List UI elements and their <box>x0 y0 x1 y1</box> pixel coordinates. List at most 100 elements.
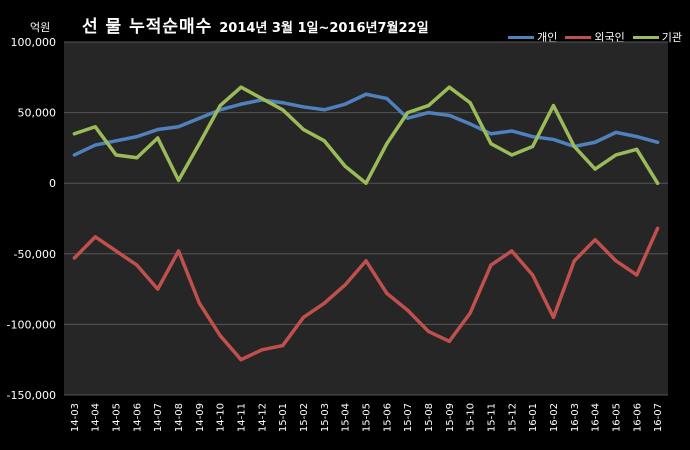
legend-label: 개인 <box>537 31 558 44</box>
data-point <box>364 181 368 185</box>
x-tick-label: 14-03 <box>70 403 81 432</box>
legend-item: 기관 <box>632 29 682 45</box>
x-tick-label: 15-08 <box>424 403 435 432</box>
data-point <box>655 226 660 230</box>
data-point <box>72 153 77 157</box>
data-point <box>239 85 243 89</box>
x-tick-label: 16-06 <box>632 403 643 432</box>
data-point <box>364 259 368 263</box>
data-point <box>176 125 181 129</box>
data-point <box>510 153 514 157</box>
x-tick-label: 16-04 <box>591 403 602 432</box>
x-tick-label: 14-12 <box>257 403 268 432</box>
data-point <box>197 142 201 146</box>
data-point <box>135 263 139 267</box>
y-tick-label: -100,000 <box>7 318 56 331</box>
x-tick-label: 15-09 <box>445 403 456 432</box>
data-point <box>385 96 389 101</box>
legend-swatch <box>565 35 592 39</box>
x-tick-label: 14-09 <box>195 403 206 432</box>
data-point <box>260 348 264 352</box>
x-tick-label: 16-07 <box>653 403 664 432</box>
data-point <box>572 144 576 149</box>
data-point <box>531 135 535 139</box>
data-point <box>406 111 410 115</box>
y-tick-label: 50,000 <box>18 107 57 120</box>
data-point <box>426 111 431 115</box>
data-point <box>406 116 410 120</box>
x-tick-label: 14-08 <box>174 403 185 432</box>
x-tick-label: 16-03 <box>570 403 581 432</box>
data-point <box>468 101 472 105</box>
data-point <box>239 102 243 106</box>
x-tick-label: 15-11 <box>486 403 497 432</box>
chart-title-main: 선 물 누적순매수 <box>82 17 213 37</box>
legend-label: 기관 <box>661 31 682 44</box>
y-tick-label: -150,000 <box>7 389 56 402</box>
data-point <box>301 127 306 132</box>
x-tick-label: 15-02 <box>299 403 310 432</box>
data-point <box>593 238 597 242</box>
data-point <box>447 113 451 118</box>
data-point <box>551 315 556 319</box>
x-tick-label: 16-02 <box>549 403 560 432</box>
legend: 개인 외국인 기관 <box>508 29 682 45</box>
data-point <box>489 263 493 267</box>
x-tick-label: 14-06 <box>132 403 143 432</box>
x-tick-label: 15-12 <box>507 403 518 432</box>
data-point <box>426 103 431 108</box>
data-point <box>385 142 389 146</box>
x-tick-label: 15-07 <box>403 403 414 432</box>
data-point <box>468 122 472 126</box>
data-point <box>281 343 285 348</box>
legend-label: 외국인 <box>594 31 625 44</box>
y-axis-unit: 억원 <box>30 21 51 34</box>
data-point <box>593 167 597 171</box>
data-point <box>281 108 285 112</box>
x-tick-label: 15-03 <box>320 403 331 432</box>
data-point <box>510 249 514 253</box>
data-point <box>635 273 639 277</box>
chart-title: 선 물 누적순매수 2014년 3월 1일~2016년7월22일 <box>82 12 429 37</box>
plot-area <box>64 42 668 395</box>
data-point <box>531 144 535 149</box>
data-point <box>322 301 326 305</box>
data-point <box>343 283 347 287</box>
data-point <box>489 142 493 146</box>
y-tick-label: 0 <box>49 177 56 190</box>
data-point <box>197 301 201 305</box>
data-point <box>176 249 181 253</box>
x-tick-label: 16-01 <box>528 403 539 432</box>
x-tick-label: 14-10 <box>216 403 227 432</box>
data-point <box>468 311 472 315</box>
data-point <box>364 92 368 96</box>
x-tick-label: 16-05 <box>611 403 622 432</box>
data-point <box>114 153 118 157</box>
x-tick-label: 14-11 <box>237 403 248 432</box>
data-point <box>281 101 285 105</box>
data-point <box>322 139 326 143</box>
data-point <box>343 102 347 106</box>
data-point <box>72 256 77 260</box>
data-point <box>635 147 639 151</box>
data-point <box>447 85 451 89</box>
data-point <box>93 143 97 147</box>
data-point <box>406 308 410 312</box>
data-point <box>156 127 160 132</box>
legend-item: 외국인 <box>565 29 625 45</box>
data-point <box>301 105 306 109</box>
data-point <box>655 181 660 185</box>
data-point <box>176 178 181 182</box>
data-point <box>93 235 97 239</box>
data-point <box>135 156 139 160</box>
data-point <box>114 249 118 253</box>
data-point <box>510 129 514 133</box>
x-tick-label: 15-06 <box>382 403 393 432</box>
x-tick-label: 15-04 <box>341 403 352 432</box>
data-point <box>593 140 597 144</box>
data-point <box>156 136 160 140</box>
data-point <box>197 116 201 120</box>
data-point <box>531 273 535 277</box>
legend-swatch <box>632 35 659 39</box>
